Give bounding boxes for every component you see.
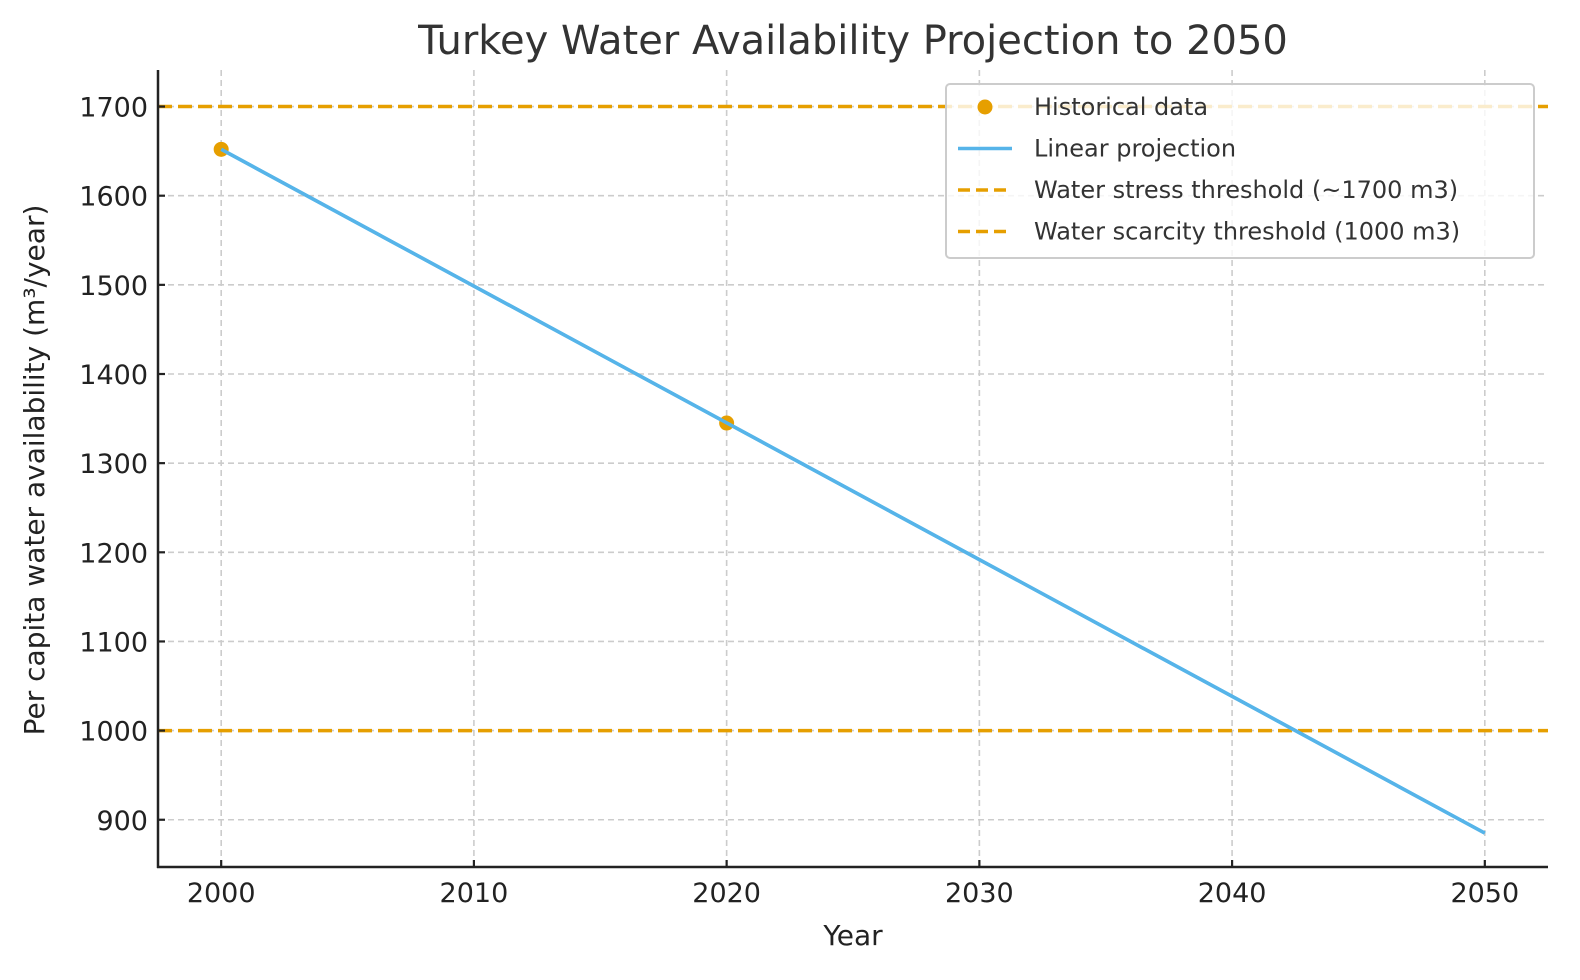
legend-label: Water stress threshold (~1700 m3) <box>1034 176 1458 204</box>
legend-marker-point <box>977 99 993 115</box>
y-tick-label: 1300 <box>79 449 148 480</box>
y-tick-label: 1000 <box>79 717 148 748</box>
x-tick-label: 2040 <box>1198 878 1267 909</box>
legend-label: Water scarcity threshold (1000 m3) <box>1034 218 1460 246</box>
x-tick-label: 2050 <box>1450 878 1519 909</box>
y-axis-label: Per capita water availability (m³/year) <box>18 205 51 736</box>
y-tick-label: 1100 <box>79 627 148 658</box>
x-tick-label: 2030 <box>945 878 1014 909</box>
x-axis-label: Year <box>822 919 883 952</box>
tick-labels: 2000 2010 2020 2030 2040 2050 900 1000 1100 1200 1… <box>79 93 1519 909</box>
y-tick-label: 1700 <box>79 93 148 124</box>
axes <box>156 70 1548 869</box>
legend: Historical data Linear projection Water st… <box>945 83 1535 259</box>
legend-box <box>945 83 1535 259</box>
x-tick-label: 2010 <box>440 878 509 909</box>
threshold-lines <box>158 104 1548 733</box>
y-tick-label: 1200 <box>79 538 148 569</box>
y-tick-label: 1400 <box>79 360 148 391</box>
y-tick-label: 900 <box>96 806 148 837</box>
projection-line-overlay <box>220 147 1486 835</box>
legend-label: Linear projection <box>1034 135 1236 163</box>
y-tick-label: 1600 <box>79 182 148 213</box>
x-tick-label: 2020 <box>692 878 761 909</box>
legend-label: Historical data <box>1034 93 1208 121</box>
y-tick-label: 1500 <box>79 271 148 302</box>
series-layer <box>213 141 1486 835</box>
x-tick-label: 2000 <box>187 878 256 909</box>
chart-title: Turkey Water Availability Projection to … <box>417 18 1288 64</box>
